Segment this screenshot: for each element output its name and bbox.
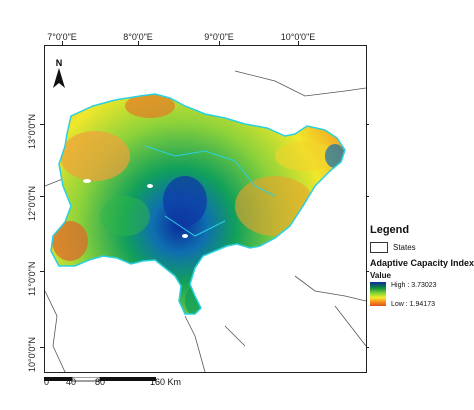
scale-label-40: 40 [66,377,77,387]
longitude-label-10e: 10°0'0"E [280,32,316,42]
north-arrow: N [50,56,68,90]
low-label: Low : 1.94173 [391,301,435,308]
legend-title: Legend [370,224,410,236]
longitude-label-7e: 7°0'0"E [47,32,77,42]
latitude-label-11n: 11°0'0"N [27,261,37,296]
high-label: High : 3.73023 [391,282,437,289]
latitude-tick [40,271,45,272]
legend-states-entry: States [370,242,474,253]
internal-boundaries [144,145,276,237]
latitude-tick [40,124,45,125]
states-swatch [370,242,388,253]
latitude-label-10n: 10°0'0"N [27,336,37,372]
north-label: N [56,58,63,68]
neighbor-boundaries [45,70,366,372]
index-title: Adaptive Capacity Index [370,258,474,268]
color-ramp [370,282,386,306]
scale-label-80: 80 [95,377,106,387]
color-ramp-entry: High : 3.73023 Low : 1.94173 [370,282,474,308]
legend: Legend States Adaptive Capacity Index Va… [370,224,474,308]
longitude-tick [298,41,299,46]
state-outline[interactable] [50,93,346,315]
latitude-tick [40,196,45,197]
value-label: Value [370,271,391,280]
longitude-tick [62,41,63,46]
adaptive-capacity-raster [51,94,345,314]
scale-label-0: 0 [44,377,50,387]
map-canvas[interactable] [44,45,367,373]
water-body [182,234,188,238]
map-svg [45,70,366,372]
states-label: States [393,243,416,252]
latitude-tick [40,347,45,348]
scale-bar [44,372,184,384]
latitude-label-13n: 13°0'0"N [27,113,37,149]
longitude-label-9e: 9°0'0"E [204,32,234,42]
water-body [83,179,91,183]
longitude-label-8e: 8°0'0"E [123,32,153,42]
scale-label-160: 160 Km [150,377,182,387]
latitude-label-12n: 12°0'0"N [27,185,37,221]
longitude-tick [219,41,220,46]
longitude-tick [138,41,139,46]
north-arrow-icon [53,68,65,88]
water-body [147,184,153,188]
